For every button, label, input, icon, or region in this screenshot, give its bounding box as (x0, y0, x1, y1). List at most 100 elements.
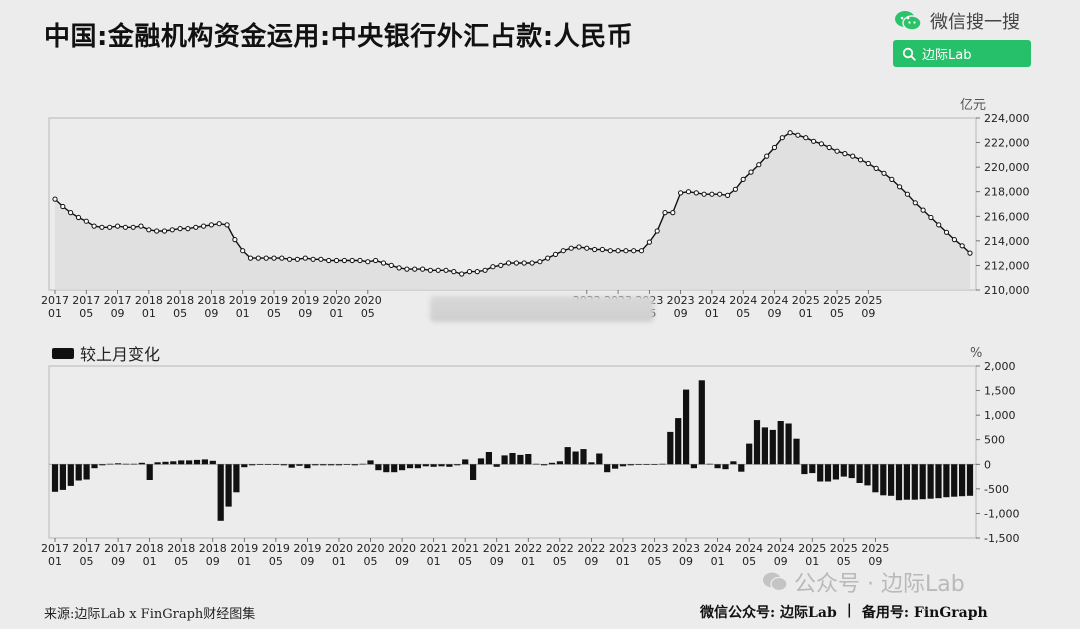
data-point (889, 176, 895, 182)
bar (399, 464, 406, 471)
x-tick-label: 09 (774, 555, 788, 568)
bar (635, 464, 642, 465)
data-point (412, 266, 418, 272)
top-chart: 210,000 212,000 214,000 216,000 218,000 220,0… (41, 98, 1030, 320)
data-point (568, 245, 574, 251)
data-point (638, 248, 645, 254)
x-tick-label: 2019 (229, 294, 257, 307)
bar (824, 464, 832, 482)
data-point (787, 130, 793, 136)
data-point (943, 229, 950, 235)
x-tick-label: 09 (111, 555, 125, 568)
data-point (388, 262, 394, 268)
bar (911, 464, 918, 500)
bar (438, 464, 445, 467)
wechat-search-button[interactable]: 边际Lab (893, 40, 1031, 67)
bar (517, 454, 524, 465)
data-point (169, 227, 175, 233)
y-tick-label: -1,000 (984, 507, 1019, 520)
x-tick-label: 01 (521, 555, 535, 568)
bottom-chart: -1,500 -1,000 -500 0 500 1,000 1,500 2,000 2017… (41, 345, 1019, 568)
bar (217, 464, 224, 521)
data-point (302, 255, 308, 261)
data-point (646, 239, 653, 245)
x-tick-label: 01 (48, 307, 62, 320)
data-point (599, 246, 606, 253)
bar (130, 463, 137, 465)
bar (446, 464, 453, 467)
bar (675, 418, 682, 465)
x-tick-label: 2025 (830, 542, 858, 555)
x-tick-label: 2024 (704, 542, 732, 555)
bar (241, 464, 248, 468)
x-tick-label: 2017 (104, 294, 132, 307)
data-point (764, 153, 770, 159)
data-point (936, 222, 942, 228)
x-tick-label: 2021 (420, 542, 448, 555)
bottom-bars (51, 380, 974, 521)
bar (328, 464, 335, 466)
x-tick-label: 09 (584, 555, 598, 568)
x-tick-label: 2019 (260, 294, 288, 307)
data-point (466, 269, 473, 275)
data-point (584, 245, 590, 251)
bar (383, 464, 390, 473)
top-y-axis: 210,000 212,000 214,000 216,000 218,000 220,0… (976, 112, 1030, 297)
data-point (779, 135, 785, 141)
y-tick-label: 214,000 (984, 235, 1030, 248)
data-point (803, 135, 809, 141)
data-point (607, 248, 613, 254)
bar (588, 462, 595, 465)
data-point (850, 153, 856, 159)
x-tick-label: 05 (267, 307, 281, 320)
data-point (545, 255, 551, 261)
x-tick-label: 05 (269, 555, 283, 568)
bar (730, 461, 737, 465)
bar (485, 452, 492, 465)
x-tick-label: 01 (142, 307, 156, 320)
bar (367, 460, 374, 465)
data-point (693, 190, 699, 196)
data-point (459, 271, 465, 277)
data-point (920, 207, 926, 213)
bar (280, 464, 287, 466)
x-tick-label: 09 (204, 307, 218, 320)
data-point (107, 224, 113, 230)
bar (225, 464, 232, 507)
bar (122, 463, 130, 465)
x-tick-label: 09 (861, 307, 875, 320)
data-point (201, 223, 207, 229)
data-point (654, 228, 660, 234)
search-label: 边际Lab (922, 48, 972, 63)
y-tick-label: 2,000 (984, 360, 1016, 373)
bar (477, 458, 485, 465)
bar (264, 464, 272, 465)
x-tick-label: 05 (742, 555, 756, 568)
data-point (717, 191, 723, 197)
x-tick-label: 05 (830, 307, 844, 320)
bottom-plot-frame (48, 365, 977, 539)
data-point (247, 255, 254, 261)
bar (817, 464, 824, 482)
data-point (115, 223, 121, 229)
data-point (310, 256, 316, 262)
data-point (146, 227, 152, 233)
bar (746, 443, 753, 465)
bar (651, 464, 658, 465)
data-point (482, 267, 488, 273)
bar (209, 460, 216, 465)
data-point (552, 251, 559, 257)
bar (548, 462, 556, 465)
x-tick-label: 2023 (640, 542, 668, 555)
x-tick-label: 2019 (291, 294, 319, 307)
data-point (271, 255, 277, 261)
wechat-watermark-icon (763, 572, 788, 592)
bottom-y-axis: -1,500 -1,000 -500 0 500 1,000 1,500 2,000 (976, 360, 1019, 545)
data-point (451, 269, 457, 275)
source-note: 来源:边际Lab x FinGraph财经图集 (44, 607, 256, 622)
bar (296, 464, 303, 466)
y-tick-label: 1,000 (984, 409, 1016, 422)
data-point (701, 191, 707, 197)
x-tick-label: 09 (767, 307, 781, 320)
bar (454, 464, 461, 466)
